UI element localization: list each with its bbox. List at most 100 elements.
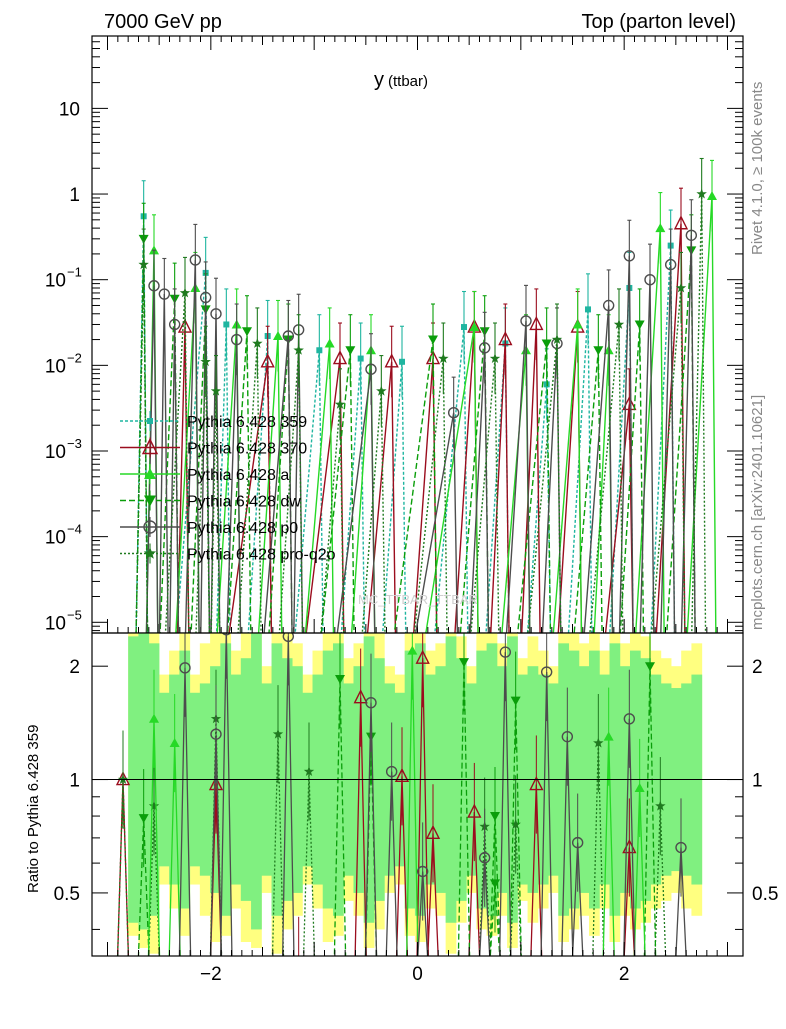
marker-star (334, 398, 346, 409)
marker-circle (478, 342, 491, 354)
marker-triangle (634, 782, 645, 792)
y-tick-label: 10 (45, 442, 66, 463)
marker-star (593, 737, 604, 748)
marker-triangle (407, 645, 418, 655)
main-axes-ticks (92, 35, 743, 633)
ratio-y-tick-label-right: 1 (752, 771, 763, 792)
x-tick-labels: −2 0 2 (200, 964, 629, 985)
plot-title-sub: (ttbar) (388, 73, 428, 90)
main-frame (91, 35, 744, 634)
marker-circle (199, 291, 212, 304)
marker-star (293, 344, 304, 355)
y-tick-label-exponent: −4 (67, 522, 82, 537)
marker-circle (168, 318, 181, 331)
marker-triangle-down (144, 495, 156, 507)
marker-triangle-down (335, 674, 345, 684)
marker-circle (210, 308, 222, 320)
ratio-band-green (251, 633, 262, 930)
marker-star (551, 334, 563, 344)
marker-star (148, 800, 160, 811)
marker-triangle-down (459, 658, 469, 668)
marker-triangle-down (510, 696, 521, 706)
marker-triangle-down (428, 335, 438, 345)
marker-triangle (469, 322, 480, 332)
marker-triangle-down (634, 320, 645, 330)
ratio-axes-ticks (92, 665, 743, 956)
marker-triangle (169, 738, 180, 748)
marker-star (613, 319, 625, 329)
marker-star (376, 385, 387, 396)
marker-circle (447, 406, 460, 419)
marker-circle (148, 280, 160, 292)
ratio-line-pdw (137, 662, 657, 956)
marker-circle (282, 330, 295, 342)
marker-square (357, 355, 364, 362)
marker-square (316, 347, 323, 354)
y-tick-label: 10 (45, 271, 66, 292)
marker-circle (221, 633, 231, 636)
x-tick-label: 2 (619, 964, 630, 985)
marker-triangle-open (467, 803, 482, 818)
marker-triangle-down (490, 879, 500, 889)
marker-square (147, 418, 153, 424)
legend-label-pp0: Pythia 6.428 p0 (187, 520, 298, 537)
marker-star (438, 353, 449, 363)
y-tick-label-exponent: −2 (67, 350, 82, 365)
marker-triangle-open (673, 215, 689, 230)
ratio-frame (91, 632, 744, 957)
marker-star (252, 338, 263, 348)
marker-triangle-open (529, 775, 544, 791)
marker-triangle-down (593, 346, 604, 356)
marker-triangle-open (260, 353, 275, 368)
y-tick-label: 10 (45, 356, 66, 377)
marker-square (223, 321, 230, 328)
marker-triangle-open (622, 395, 637, 411)
y-tick-label: 10 (45, 528, 66, 549)
marker-star (117, 774, 129, 784)
ratio-series-group (115, 633, 687, 971)
marker-star (179, 287, 191, 298)
marker-circle (571, 836, 584, 849)
header-right: Top (parton level) (581, 11, 736, 33)
legend-label-pa: Pythia 6.428 a (187, 467, 289, 484)
legend-label-pdw: Pythia 6.428 dw (187, 494, 301, 511)
marker-star (655, 800, 666, 811)
marker-square (399, 358, 405, 365)
marker-circle (143, 520, 157, 534)
marker-circle (685, 229, 698, 241)
marker-star (200, 356, 211, 367)
y-tick-label-exponent: −1 (67, 265, 82, 280)
x-tick-label: −2 (200, 964, 222, 985)
ratio-line-pp0 (178, 633, 687, 956)
marker-circle (664, 258, 677, 271)
marker-triangle (655, 223, 666, 233)
legend: Pythia 6.428 359 Pythia 6.428 370 Pythia 6… (120, 411, 336, 564)
marker-circle (385, 765, 398, 778)
ratio-panel: 0.5 0.5 1 1 2 2 Ratio to Pythia 6.428 359 −2 0… (25, 632, 779, 985)
marker-triangle (149, 713, 159, 723)
marker-triangle-open (394, 767, 410, 783)
marker-star (138, 259, 149, 270)
marker-circle (189, 254, 202, 266)
y-tick-label-exponent: −3 (67, 436, 82, 451)
marker-circle (520, 315, 532, 327)
y-tick-label-exponent: −5 (67, 607, 82, 622)
mcplots-label: mcplots.cern.ch [arXiv:2401.10621] (749, 395, 766, 630)
marker-circle (416, 865, 429, 878)
marker-circle (644, 273, 656, 286)
marker-triangle (324, 338, 335, 348)
marker-triangle-open (293, 959, 305, 971)
marker-circle (561, 730, 574, 743)
ratio-y-tick-labels: 0.5 0.5 1 1 2 2 (54, 657, 779, 905)
plot-title: y (374, 69, 384, 91)
marker-triangle-open (415, 649, 430, 664)
series-line-p359 (135, 216, 676, 633)
marker-triangle-down (490, 812, 500, 822)
y-tick-label: 1 (69, 185, 80, 206)
main-series-group (135, 157, 717, 633)
marker-circle (282, 633, 295, 643)
marker-triangle-open (498, 330, 513, 346)
marker-triangle-open (384, 353, 399, 368)
x-tick-label: 0 (412, 964, 423, 985)
